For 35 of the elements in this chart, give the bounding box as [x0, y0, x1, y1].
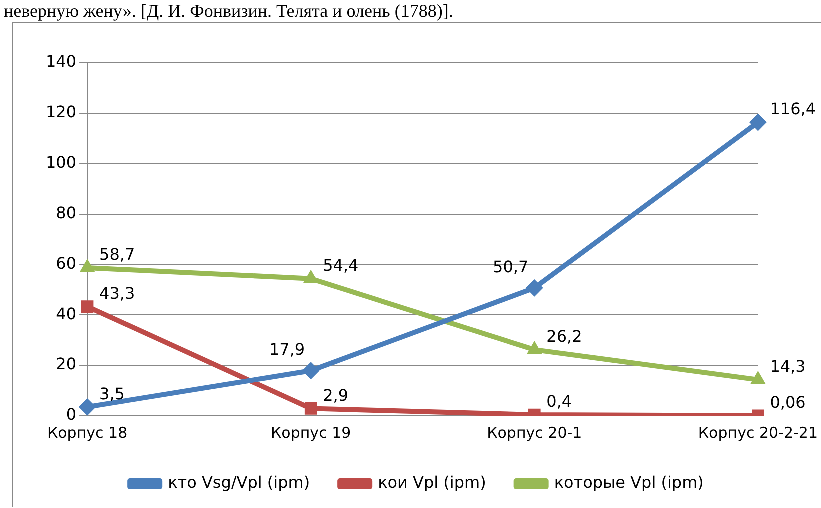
x-tick-label: Корпус 20-1: [487, 424, 582, 442]
legend-label: которые Vpl (ipm): [554, 473, 704, 492]
data-label: 26,2: [546, 327, 582, 346]
point: [750, 371, 766, 384]
y-tick-label: 0: [66, 405, 77, 424]
data-label: 0,06: [770, 393, 806, 412]
point: [304, 270, 319, 284]
text: неверную жену». [Д. И. Фонвизин. Телята и олень (1788)].: [3, 0, 454, 22]
data-label: 58,7: [100, 245, 136, 264]
data-label: 43,3: [100, 284, 136, 303]
data-label: 50,7: [493, 257, 529, 276]
data-label: 116,4: [770, 100, 816, 119]
data-label: 3,5: [100, 384, 125, 404]
data-label: 17,9: [269, 340, 306, 360]
y-tick-label: 100: [46, 153, 77, 172]
y-tick-label: 20: [56, 354, 77, 374]
x-tick-label: Корпус 19: [271, 424, 352, 442]
point: [80, 259, 95, 272]
y-tick-label: 60: [56, 254, 77, 273]
data-label: 54,4: [323, 256, 359, 275]
y-tick-label: 40: [56, 304, 77, 324]
y-tick-label: 120: [46, 102, 77, 122]
point: [527, 341, 542, 354]
y-tick-label: 140: [46, 52, 77, 72]
point: [526, 280, 544, 297]
legend-label: кои Vpl (ipm): [378, 473, 486, 492]
point: [81, 300, 94, 313]
x-tick-label: Корпус 18: [47, 424, 128, 442]
point: [750, 114, 767, 132]
x-tick-label: Корпус 20-2-21: [698, 424, 818, 442]
legend-label: кто Vsg/Vpl (ipm): [168, 473, 310, 492]
data-label: 14,3: [770, 357, 806, 376]
data-label: 0,4: [546, 392, 572, 412]
data-label: 2,9: [323, 386, 349, 405]
y-tick-label: 80: [56, 203, 77, 222]
